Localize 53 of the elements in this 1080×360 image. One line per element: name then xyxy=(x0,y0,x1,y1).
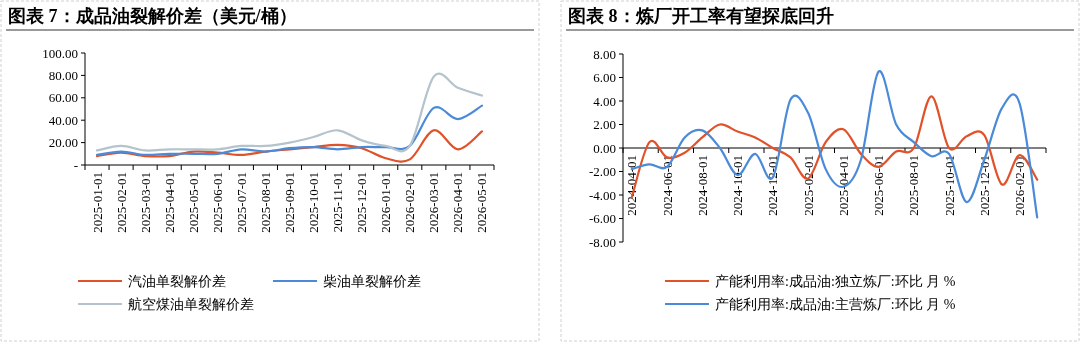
x-tick-label: 2026-04-01 xyxy=(450,172,466,233)
y-tick-label: -6.00 xyxy=(588,211,616,226)
y-tick-label: 40.00 xyxy=(48,112,78,128)
line-series xyxy=(95,104,484,157)
x-tick-label: 2025-08-01 xyxy=(906,155,922,216)
y-tick-label: 20.00 xyxy=(48,135,78,151)
y-tick-label: 2.00 xyxy=(593,117,616,132)
x-tick-label: 2025-01-01 xyxy=(89,172,105,233)
y-tick-label: - xyxy=(73,157,78,173)
x-tick-label: 2026-02-01 xyxy=(402,172,418,233)
y-tick-label: -2.00 xyxy=(588,164,616,179)
x-tick-label: 2025-09-01 xyxy=(282,172,297,233)
x-tick-label: 2024-12-01 xyxy=(765,155,781,216)
y-tick-label: -4.00 xyxy=(588,187,616,203)
y-tick-label: 100.00 xyxy=(42,45,78,61)
x-tick-label: 2025-07-01 xyxy=(233,172,249,233)
x-tick-label: 2025-02-01 xyxy=(113,172,129,233)
x-tick-label: 2025-11-01 xyxy=(330,172,346,233)
x-tick-label: 2024-08-01 xyxy=(694,155,710,216)
y-tick-label: 8.00 xyxy=(593,46,616,62)
x-tick-label: 2025-03-01 xyxy=(137,172,153,233)
chart-title: 图表 8：炼厂开工率有望探底回升 xyxy=(568,6,834,26)
y-tick-label: -8.00 xyxy=(588,234,616,250)
x-tick-label: 2024-06-01 xyxy=(659,155,675,216)
x-tick-label: 2025-04-01 xyxy=(161,172,177,233)
x-tick-label: 2026-03-01 xyxy=(426,172,442,233)
x-tick-label: 2025-08-01 xyxy=(257,172,273,233)
x-tick-label: 2026-01-01 xyxy=(378,172,394,233)
x-tick-label: 2024-10-01 xyxy=(730,155,746,216)
x-tick-label: 2025-12-01 xyxy=(976,155,992,216)
x-tick-label: 2025-10-01 xyxy=(941,155,957,216)
y-tick-label: 6.00 xyxy=(593,70,616,85)
x-tick-label: 2025-10-01 xyxy=(306,172,322,233)
x-tick-label: 2025-06-01 xyxy=(209,172,225,233)
x-tick-label: 2025-04-01 xyxy=(835,155,851,216)
x-tick-label: 2025-05-01 xyxy=(185,172,201,233)
legend-label: 柴油单裂解价差 xyxy=(323,274,421,289)
legend-label: 汽油单裂解价差 xyxy=(128,274,226,289)
y-tick-label: 80.00 xyxy=(48,67,78,83)
y-tick-label: 4.00 xyxy=(593,93,616,109)
x-tick-label: 2025-12-01 xyxy=(354,172,370,233)
x-tick-label: 2025-02-01 xyxy=(800,155,816,216)
legend-label: 产能利用率:成品油:主营炼厂:环比 月 % xyxy=(715,297,956,312)
legend-label: 产能利用率:成品油:独立炼厂:环比 月 % xyxy=(715,274,956,289)
x-tick-label: 2026-05-01 xyxy=(474,172,490,233)
chart-title: 图表 7：成品油裂解价差（美元/桶） xyxy=(8,6,297,26)
y-tick-label: 0.00 xyxy=(593,140,616,156)
x-tick-label: 2025-06-01 xyxy=(871,155,887,216)
y-tick-label: 60.00 xyxy=(48,90,78,106)
legend-label: 航空煤油单裂解价差 xyxy=(128,297,254,312)
x-tick-label: 2026-02-01 xyxy=(1012,155,1028,216)
line-series xyxy=(630,70,1039,219)
x-tick-label: 2024-04-01 xyxy=(624,155,640,216)
